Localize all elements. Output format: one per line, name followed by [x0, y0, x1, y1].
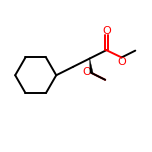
- Text: O: O: [102, 26, 111, 36]
- Text: O: O: [83, 67, 92, 77]
- Text: O: O: [117, 57, 126, 67]
- Polygon shape: [90, 59, 93, 73]
